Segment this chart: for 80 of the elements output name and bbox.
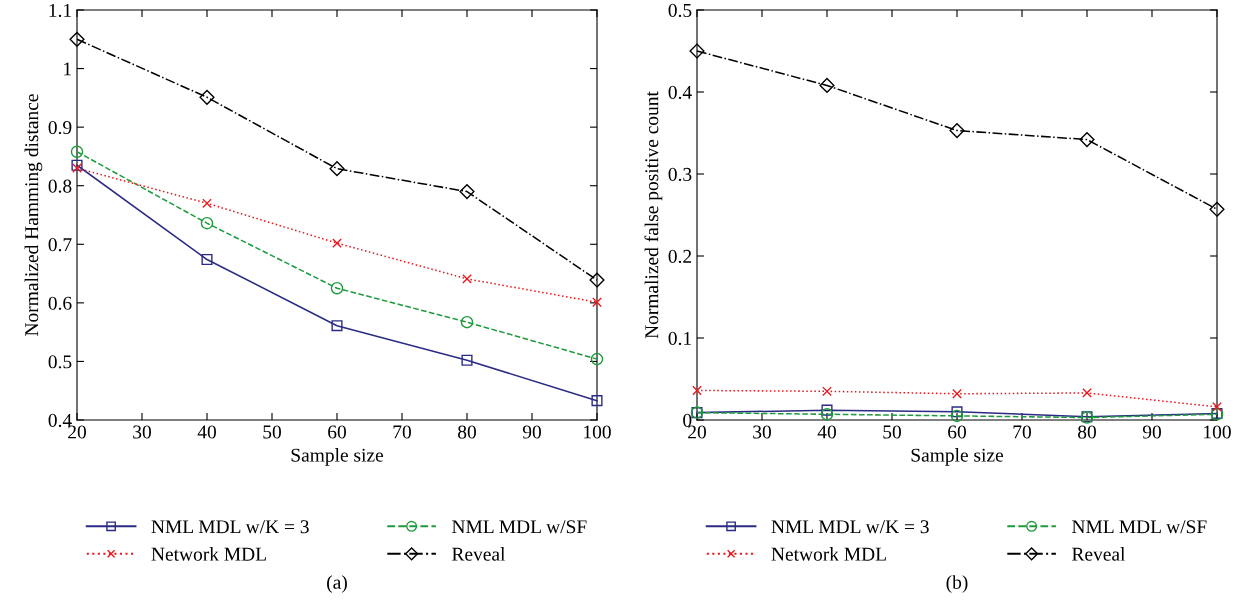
point xyxy=(201,253,213,266)
text: (a) xyxy=(327,575,347,593)
legend-label: NML MDL w/SF xyxy=(452,520,587,534)
point xyxy=(1079,131,1095,148)
x-axis-title: Sample size xyxy=(911,448,1004,466)
y-tick-label: 1 xyxy=(64,62,71,76)
y-tick-label: 0.8 xyxy=(48,179,72,193)
legend-label: Network MDL xyxy=(151,547,266,561)
point xyxy=(689,43,705,59)
point xyxy=(820,408,834,421)
x-tick-label: 20 xyxy=(68,425,86,439)
legend-label: Network MDL xyxy=(771,547,886,561)
x-tick-label: 30 xyxy=(133,425,151,439)
text: (b) xyxy=(946,575,968,593)
y-tick-label: 0.3 xyxy=(668,167,692,182)
point xyxy=(949,122,965,139)
x-tick-label: 20 xyxy=(688,425,706,439)
point xyxy=(589,272,605,288)
point xyxy=(332,238,342,248)
point xyxy=(69,31,85,47)
y-tick-label: 0.7 xyxy=(48,238,72,252)
point xyxy=(590,352,604,366)
point xyxy=(1212,402,1222,412)
y-tick-label: 1.1 xyxy=(49,3,71,18)
y-tick-label: 0.5 xyxy=(48,355,72,369)
y-tick-label: 0.4 xyxy=(668,85,692,100)
point xyxy=(821,404,833,416)
point xyxy=(592,297,602,308)
legend-label: NML MDL w/SF xyxy=(1072,520,1207,534)
point xyxy=(329,161,345,177)
x-tick-label: 40 xyxy=(197,425,216,439)
point xyxy=(1209,201,1225,217)
legend-label: NML MDL w/K = 3 xyxy=(771,520,929,534)
y-tick-label: 0.5 xyxy=(668,3,692,18)
legend-label: Reveal xyxy=(452,547,506,561)
point xyxy=(199,89,215,105)
point xyxy=(71,159,83,171)
y-tick-label: 0.6 xyxy=(48,296,72,310)
x-tick-label: 60 xyxy=(948,425,966,439)
y-axis-title: Normalized false positive count xyxy=(644,91,663,339)
point xyxy=(202,198,212,209)
point xyxy=(951,406,963,418)
y-tick-label: 0.4 xyxy=(48,413,72,428)
point xyxy=(460,315,474,329)
y-tick-label: 0.2 xyxy=(668,249,692,264)
x-tick-label: 50 xyxy=(263,425,281,439)
y-axis-title: Normalized Hamming distance xyxy=(24,94,43,336)
x-tick-label: 30 xyxy=(753,425,771,439)
y-tick-label: 0.9 xyxy=(48,120,72,135)
x-tick-label: 70 xyxy=(393,425,411,439)
x-tick-label: 70 xyxy=(1013,425,1031,439)
x-tick-label: 80 xyxy=(458,425,476,439)
x-axis-title: Sample size xyxy=(291,448,384,466)
point xyxy=(462,273,472,284)
y-tick-label: 0 xyxy=(683,413,692,427)
point xyxy=(200,216,214,230)
point xyxy=(952,388,962,399)
x-tick-label: 40 xyxy=(817,425,836,439)
y-tick-label: 0.1 xyxy=(668,331,691,346)
point xyxy=(950,409,964,423)
legend-label: NML MDL w/K = 3 xyxy=(151,520,309,534)
point xyxy=(330,281,344,295)
point xyxy=(70,145,84,158)
x-tick-label: 100 xyxy=(584,425,611,439)
point xyxy=(461,354,473,366)
x-tick-label: 90 xyxy=(1142,425,1161,439)
point xyxy=(822,386,832,397)
x-tick-label: 90 xyxy=(522,425,541,439)
point xyxy=(459,184,475,200)
x-tick-label: 100 xyxy=(1204,425,1231,439)
legend-label: Reveal xyxy=(1072,547,1126,561)
point xyxy=(591,395,603,407)
x-tick-label: 60 xyxy=(328,425,346,439)
point xyxy=(331,320,343,332)
x-tick-label: 50 xyxy=(883,425,901,439)
point xyxy=(692,385,702,396)
x-tick-label: 80 xyxy=(1078,425,1096,439)
point xyxy=(72,163,82,174)
point xyxy=(819,77,835,94)
point xyxy=(1082,388,1092,398)
